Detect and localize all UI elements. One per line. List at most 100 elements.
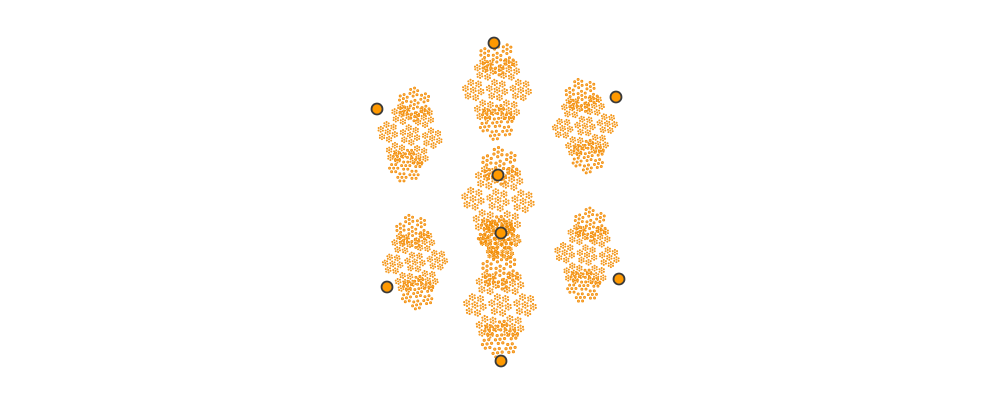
fractal-dot [613,253,616,256]
fractal-dot [600,105,603,108]
fractal-dot [387,157,390,160]
fractal-dot [481,75,484,78]
fractal-dot [517,235,519,238]
fractal-dot [430,235,433,238]
fractal-dot [493,206,496,209]
fractal-dot [531,302,535,306]
fractal-dot [507,229,510,232]
fractal-dot [419,122,422,125]
fractal-dot [580,133,583,136]
fractal-dot [572,106,575,110]
fractal-dot [405,296,408,300]
fractal-dot [500,73,503,76]
fractal-dot [386,128,389,131]
fractal-dot [595,255,598,258]
fractal-dot [514,92,517,95]
fractal-dot [399,230,403,234]
fractal-dot [433,263,436,266]
fractal-dot [568,290,572,294]
fractal-dot [489,248,491,250]
fractal-dot [484,103,487,106]
fractal-dot [427,128,430,131]
fractal-dot [406,274,409,277]
fractal-dot [395,282,398,285]
fractal-dot [602,276,605,279]
fractal-dot [398,148,401,151]
fractal-dot [584,131,587,134]
fractal-dot [500,243,503,246]
fractal-dot [590,281,594,285]
fractal-dot [583,118,586,121]
fractal-dot [419,263,422,266]
fractal-dot [514,212,517,215]
fractal-dot [588,227,592,230]
fractal-dot [597,228,600,231]
fractal-dot [580,93,584,97]
fractal-dot [489,336,492,339]
fractal-dot [502,76,505,79]
fractal-dot [474,313,477,316]
fractal-dot [517,81,520,84]
fractal-dot [586,106,589,109]
fractal-dot [483,275,488,279]
fractal-dot [477,277,481,280]
fractal-dot [581,272,585,276]
fractal-dot [585,272,589,276]
fractal-dot [599,232,603,236]
fractal-dot [595,97,598,100]
fractal-dot [486,284,489,288]
fractal-dot [504,175,508,180]
fractal-dot [508,179,511,182]
fractal-dot [524,211,527,214]
fractal-dot [511,278,515,282]
fractal-dot [505,52,509,56]
fractal-dot [524,201,527,204]
fractal-dot [504,58,508,62]
fractal-dot [589,89,593,93]
fractal-dot [519,317,522,320]
fractal-dot [529,89,532,92]
fractal-dot [513,204,516,208]
fractal-dot [504,241,506,244]
fractal-dot [588,95,592,99]
fractal-dot [576,96,580,100]
fractal-dot [534,304,537,307]
fractal-dot [578,154,581,157]
fractal-dot [439,268,442,271]
fractal-dot [532,200,535,204]
fractal-dot [477,181,480,184]
fractal-dot [392,126,395,129]
fractal-dot [615,121,618,124]
fractal-dot [496,280,501,284]
fractal-dot [512,243,514,246]
fractal-dot [513,244,516,247]
fractal-dot [586,284,590,287]
fractal-dot [418,257,421,260]
fractal-dot [589,218,593,222]
fractal-dot [503,211,506,215]
fractal-dot [393,151,397,155]
fractal-dot [479,185,482,188]
fractal-dot [595,94,599,98]
fractal-dot [581,237,584,240]
fractal-dot [420,151,423,154]
fractal-dot [410,225,414,229]
fractal-dot [501,166,506,171]
fractal-dot [575,227,579,231]
fractal-dot [417,306,421,310]
fractal-dot [602,103,605,106]
fractal-dot [422,133,425,136]
fractal-dot [586,155,590,159]
fractal-dot [579,141,582,144]
fractal-dot [585,236,589,240]
fractal-dot [479,294,482,298]
fractal-dot [527,81,530,84]
fractal-dot [617,257,620,260]
fractal-dot [600,115,603,118]
fractal-dot [502,107,506,111]
fractal-dot [509,49,513,54]
fractal-dot [518,170,521,173]
fractal-dot [506,250,508,252]
fractal-dot [505,60,508,63]
fractal-dot [587,214,591,218]
